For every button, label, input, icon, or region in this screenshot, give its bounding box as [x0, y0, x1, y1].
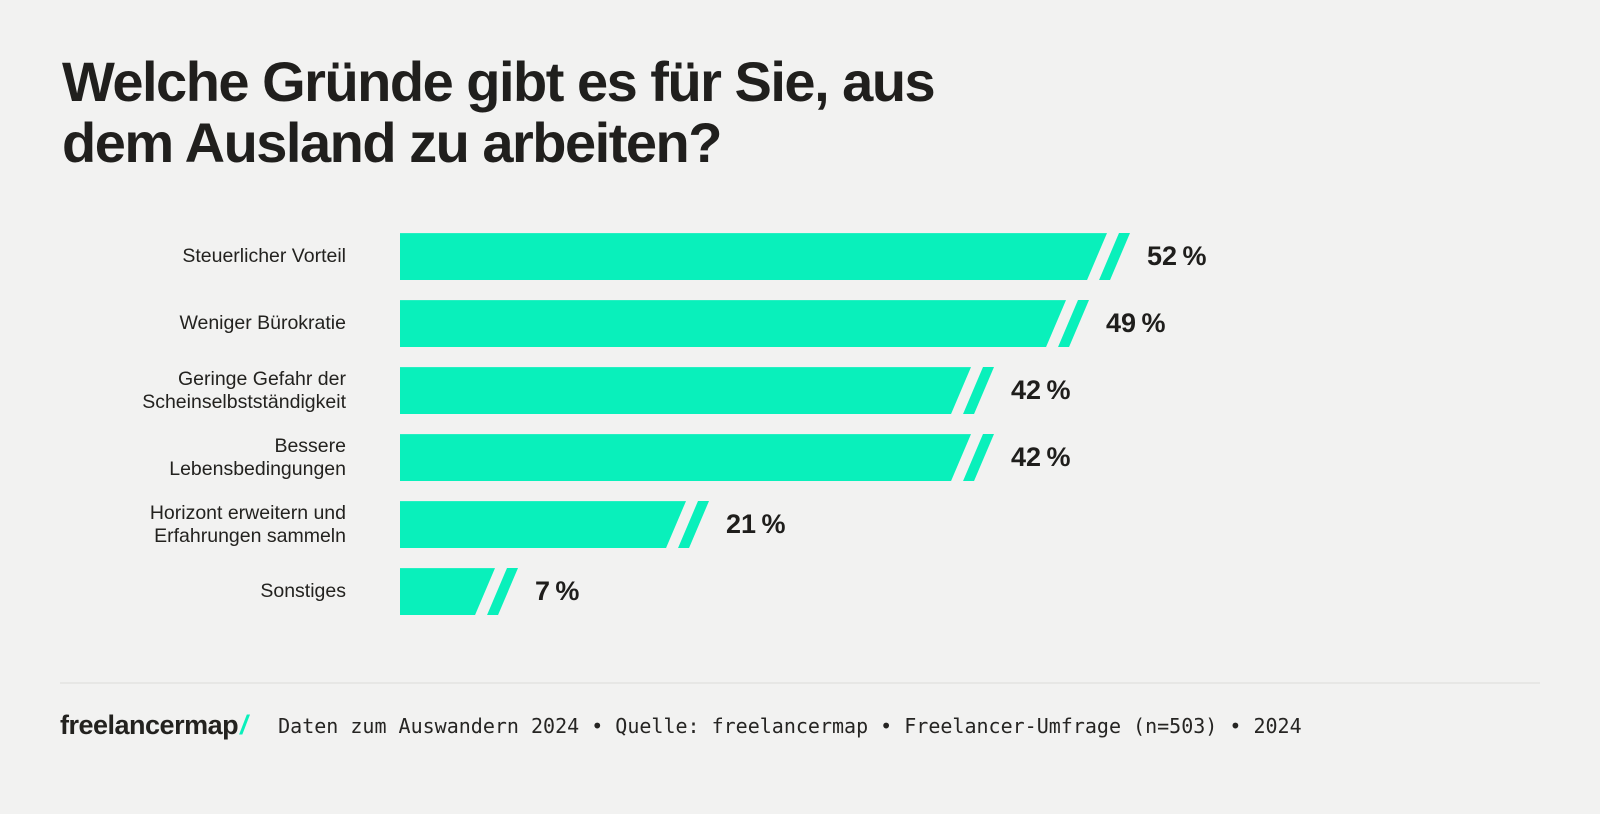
bar — [400, 300, 1066, 347]
bar-chart: Steuerlicher Vorteil 52 % Weniger Bürokrat… — [0, 233, 1600, 616]
bar — [400, 367, 971, 414]
bar-value: 42 % — [1011, 375, 1071, 406]
bar-row: Horizont erweitern und Erfahrungen samme… — [60, 501, 1600, 549]
bar — [400, 568, 495, 615]
bar-track: 52 % — [400, 233, 1600, 281]
source-text: Daten zum Auswandern 2024 • Quelle: free… — [278, 713, 1302, 738]
bar-value: 52 % — [1147, 241, 1207, 272]
bar-track: 49 % — [400, 300, 1600, 348]
bar-label: Horizont erweitern und Erfahrungen samme… — [149, 501, 346, 547]
footer-divider — [60, 682, 1540, 685]
bar-value: 42 % — [1011, 442, 1071, 473]
bar-value: 21 % — [726, 509, 786, 540]
logo-slash-icon: / — [240, 710, 248, 741]
logo-text: freelancermap — [60, 710, 239, 741]
bar — [400, 501, 686, 548]
bar — [400, 434, 971, 481]
bar-label: Geringe Gefahr der Scheinselbstständigke… — [142, 367, 346, 413]
bar-track: 21 % — [400, 501, 1600, 549]
bar-label: Weniger Bürokratie — [179, 312, 346, 335]
bar-row: Sonstiges 7 % — [60, 568, 1600, 616]
bar-track: 42 % — [400, 434, 1600, 482]
bar-value: 7 % — [535, 576, 580, 607]
bar-row: Weniger Bürokratie 49 % — [60, 300, 1600, 348]
footer: freelancermap/ Daten zum Auswandern 2024… — [0, 710, 1600, 741]
bar-track: 7 % — [400, 568, 1600, 616]
bar-label: Steuerlicher Vorteil — [182, 245, 346, 268]
freelancermap-logo: freelancermap/ — [60, 710, 248, 741]
bar-row: Geringe Gefahr der Scheinselbstständigke… — [60, 367, 1600, 415]
page-title: Welche Gründe gibt es für Sie, aus dem A… — [62, 50, 936, 175]
bar-label: Sonstiges — [260, 580, 346, 603]
bar-value: 49 % — [1106, 308, 1166, 339]
bar-row: Steuerlicher Vorteil 52 % — [60, 233, 1600, 281]
bar-row: Bessere Lebensbedingungen 42 % — [60, 434, 1600, 482]
bar-label: Bessere Lebensbedingungen — [169, 434, 346, 480]
bar — [400, 233, 1107, 280]
bar-track: 42 % — [400, 367, 1600, 415]
